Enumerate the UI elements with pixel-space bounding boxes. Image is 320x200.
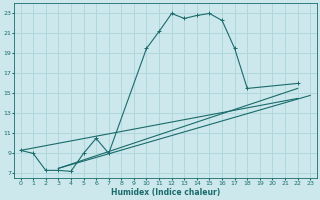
X-axis label: Humidex (Indice chaleur): Humidex (Indice chaleur) [111,188,220,197]
